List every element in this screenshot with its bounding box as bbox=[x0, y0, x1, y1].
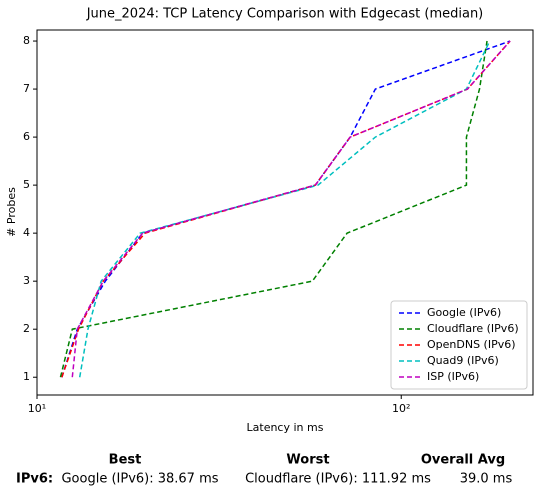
x-axis-label: Latency in ms bbox=[247, 421, 324, 434]
summary-header: Overall Avg bbox=[421, 453, 505, 468]
legend-label: ISP (IPv6) bbox=[427, 370, 479, 383]
y-tick-label: 2 bbox=[23, 322, 30, 335]
y-tick-label: 4 bbox=[23, 226, 30, 239]
summary-row-label: IPv6: bbox=[16, 472, 53, 487]
series-line bbox=[61, 40, 511, 378]
summary-header: Worst bbox=[286, 453, 329, 468]
y-tick-label: 1 bbox=[23, 370, 30, 383]
legend-label: Quad9 (IPv6) bbox=[427, 354, 499, 367]
y-tick-label: 5 bbox=[23, 178, 30, 191]
legend-box bbox=[390, 300, 528, 390]
y-tick-label: 3 bbox=[23, 274, 30, 287]
legend-label: OpenDNS (IPv6) bbox=[427, 338, 516, 351]
x-tick-label: 10¹ bbox=[28, 402, 46, 415]
y-tick-label: 8 bbox=[23, 34, 30, 47]
chart-title: June_2024: TCP Latency Comparison with E… bbox=[86, 7, 484, 22]
summary-cell: Google (IPv6): 38.67 ms bbox=[61, 472, 218, 487]
legend-label: Google (IPv6) bbox=[427, 306, 501, 319]
summary-cell: 39.0 ms bbox=[460, 472, 513, 487]
plot-frame bbox=[36, 29, 534, 396]
y-tick-label: 7 bbox=[23, 82, 30, 95]
series-line bbox=[59, 40, 488, 378]
summary-header: Best bbox=[109, 453, 142, 468]
y-axis-label: # Probes bbox=[5, 187, 18, 237]
x-tick-label: 10² bbox=[392, 402, 410, 415]
legend-label: Cloudflare (IPv6) bbox=[427, 322, 519, 335]
series-line bbox=[71, 40, 511, 378]
summary-cell: Cloudflare (IPv6): 111.92 ms bbox=[245, 472, 431, 487]
y-tick-label: 6 bbox=[23, 130, 30, 143]
series-line bbox=[78, 40, 491, 378]
